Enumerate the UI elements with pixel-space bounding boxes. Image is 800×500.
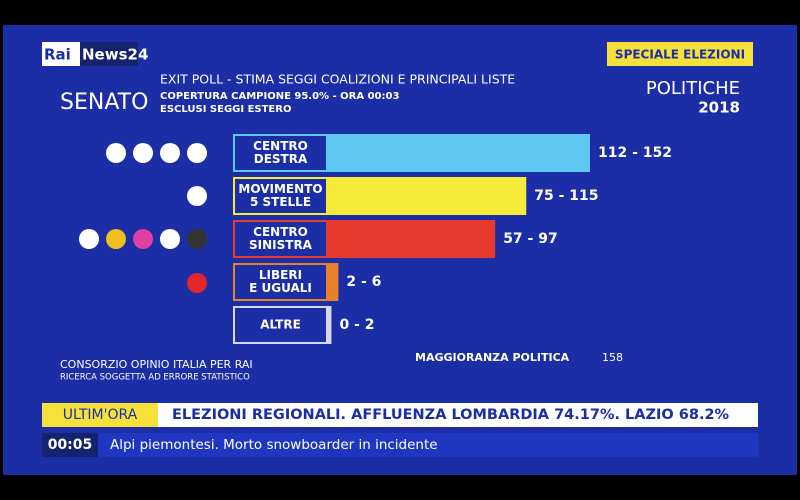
- ticker-tag-box: [42, 403, 158, 427]
- year: 2018: [698, 99, 740, 117]
- party-logos: [79, 143, 207, 293]
- value-label: 2 - 6: [346, 274, 381, 290]
- category-label: LIBERI: [259, 268, 302, 282]
- badge: SPECIALE ELEZIONI: [615, 48, 745, 62]
- label-box: [233, 220, 328, 258]
- badge-box: [607, 42, 753, 66]
- logo: News24: [82, 46, 148, 64]
- chamber: SENATO: [60, 90, 148, 115]
- value-label: 0 - 2: [339, 317, 374, 333]
- category-label: E UGUALI: [249, 281, 312, 295]
- label-box: [233, 263, 328, 301]
- category-label: CENTRO: [253, 139, 308, 153]
- ticker-tag: ULTIM'ORA: [63, 407, 138, 423]
- majority-value: 158: [602, 351, 623, 364]
- value-label: 75 - 115: [534, 188, 598, 204]
- category-label: 5 STELLE: [250, 195, 311, 209]
- label-box: [233, 177, 328, 215]
- clock-box: [42, 433, 98, 457]
- news: Alpi piemontesi. Morto snowboarder in in…: [110, 437, 438, 453]
- logo-box: [80, 42, 138, 66]
- label-box: [233, 134, 328, 172]
- logo: Rai: [44, 46, 71, 64]
- category-label: DESTRA: [254, 152, 308, 166]
- value-label: 112 - 152: [598, 145, 672, 161]
- label-box: [233, 306, 328, 344]
- note: RICERCA SOGGETTA AD ERRORE STATISTICO: [60, 373, 250, 383]
- subtitle: ESCLUSI SEGGI ESTERO: [160, 104, 291, 115]
- subtitle: COPERTURA CAMPIONE 95.0% - ORA 00:03: [160, 91, 399, 102]
- clock: 00:05: [48, 437, 93, 453]
- election: POLITICHE: [646, 78, 740, 99]
- category-label: SINISTRA: [249, 238, 313, 252]
- ticker-headline: ELEZIONI REGIONALI. AFFLUENZA LOMBARDIA …: [172, 407, 730, 423]
- source: CONSORZIO OPINIO ITALIA PER RAI: [60, 358, 253, 371]
- category-label: MOVIMENTO: [238, 182, 322, 196]
- majority-label: MAGGIORANZA POLITICA: [415, 351, 570, 364]
- news-box: [98, 433, 758, 457]
- value-label: 57 - 97: [503, 231, 558, 247]
- ticker-headline-box: [158, 403, 758, 427]
- logo-box: [42, 42, 80, 66]
- chart-title: EXIT POLL - STIMA SEGGI COALIZIONI E PRI…: [160, 72, 515, 87]
- category-label: ALTRE: [260, 318, 301, 332]
- category-label: CENTRO: [253, 225, 308, 239]
